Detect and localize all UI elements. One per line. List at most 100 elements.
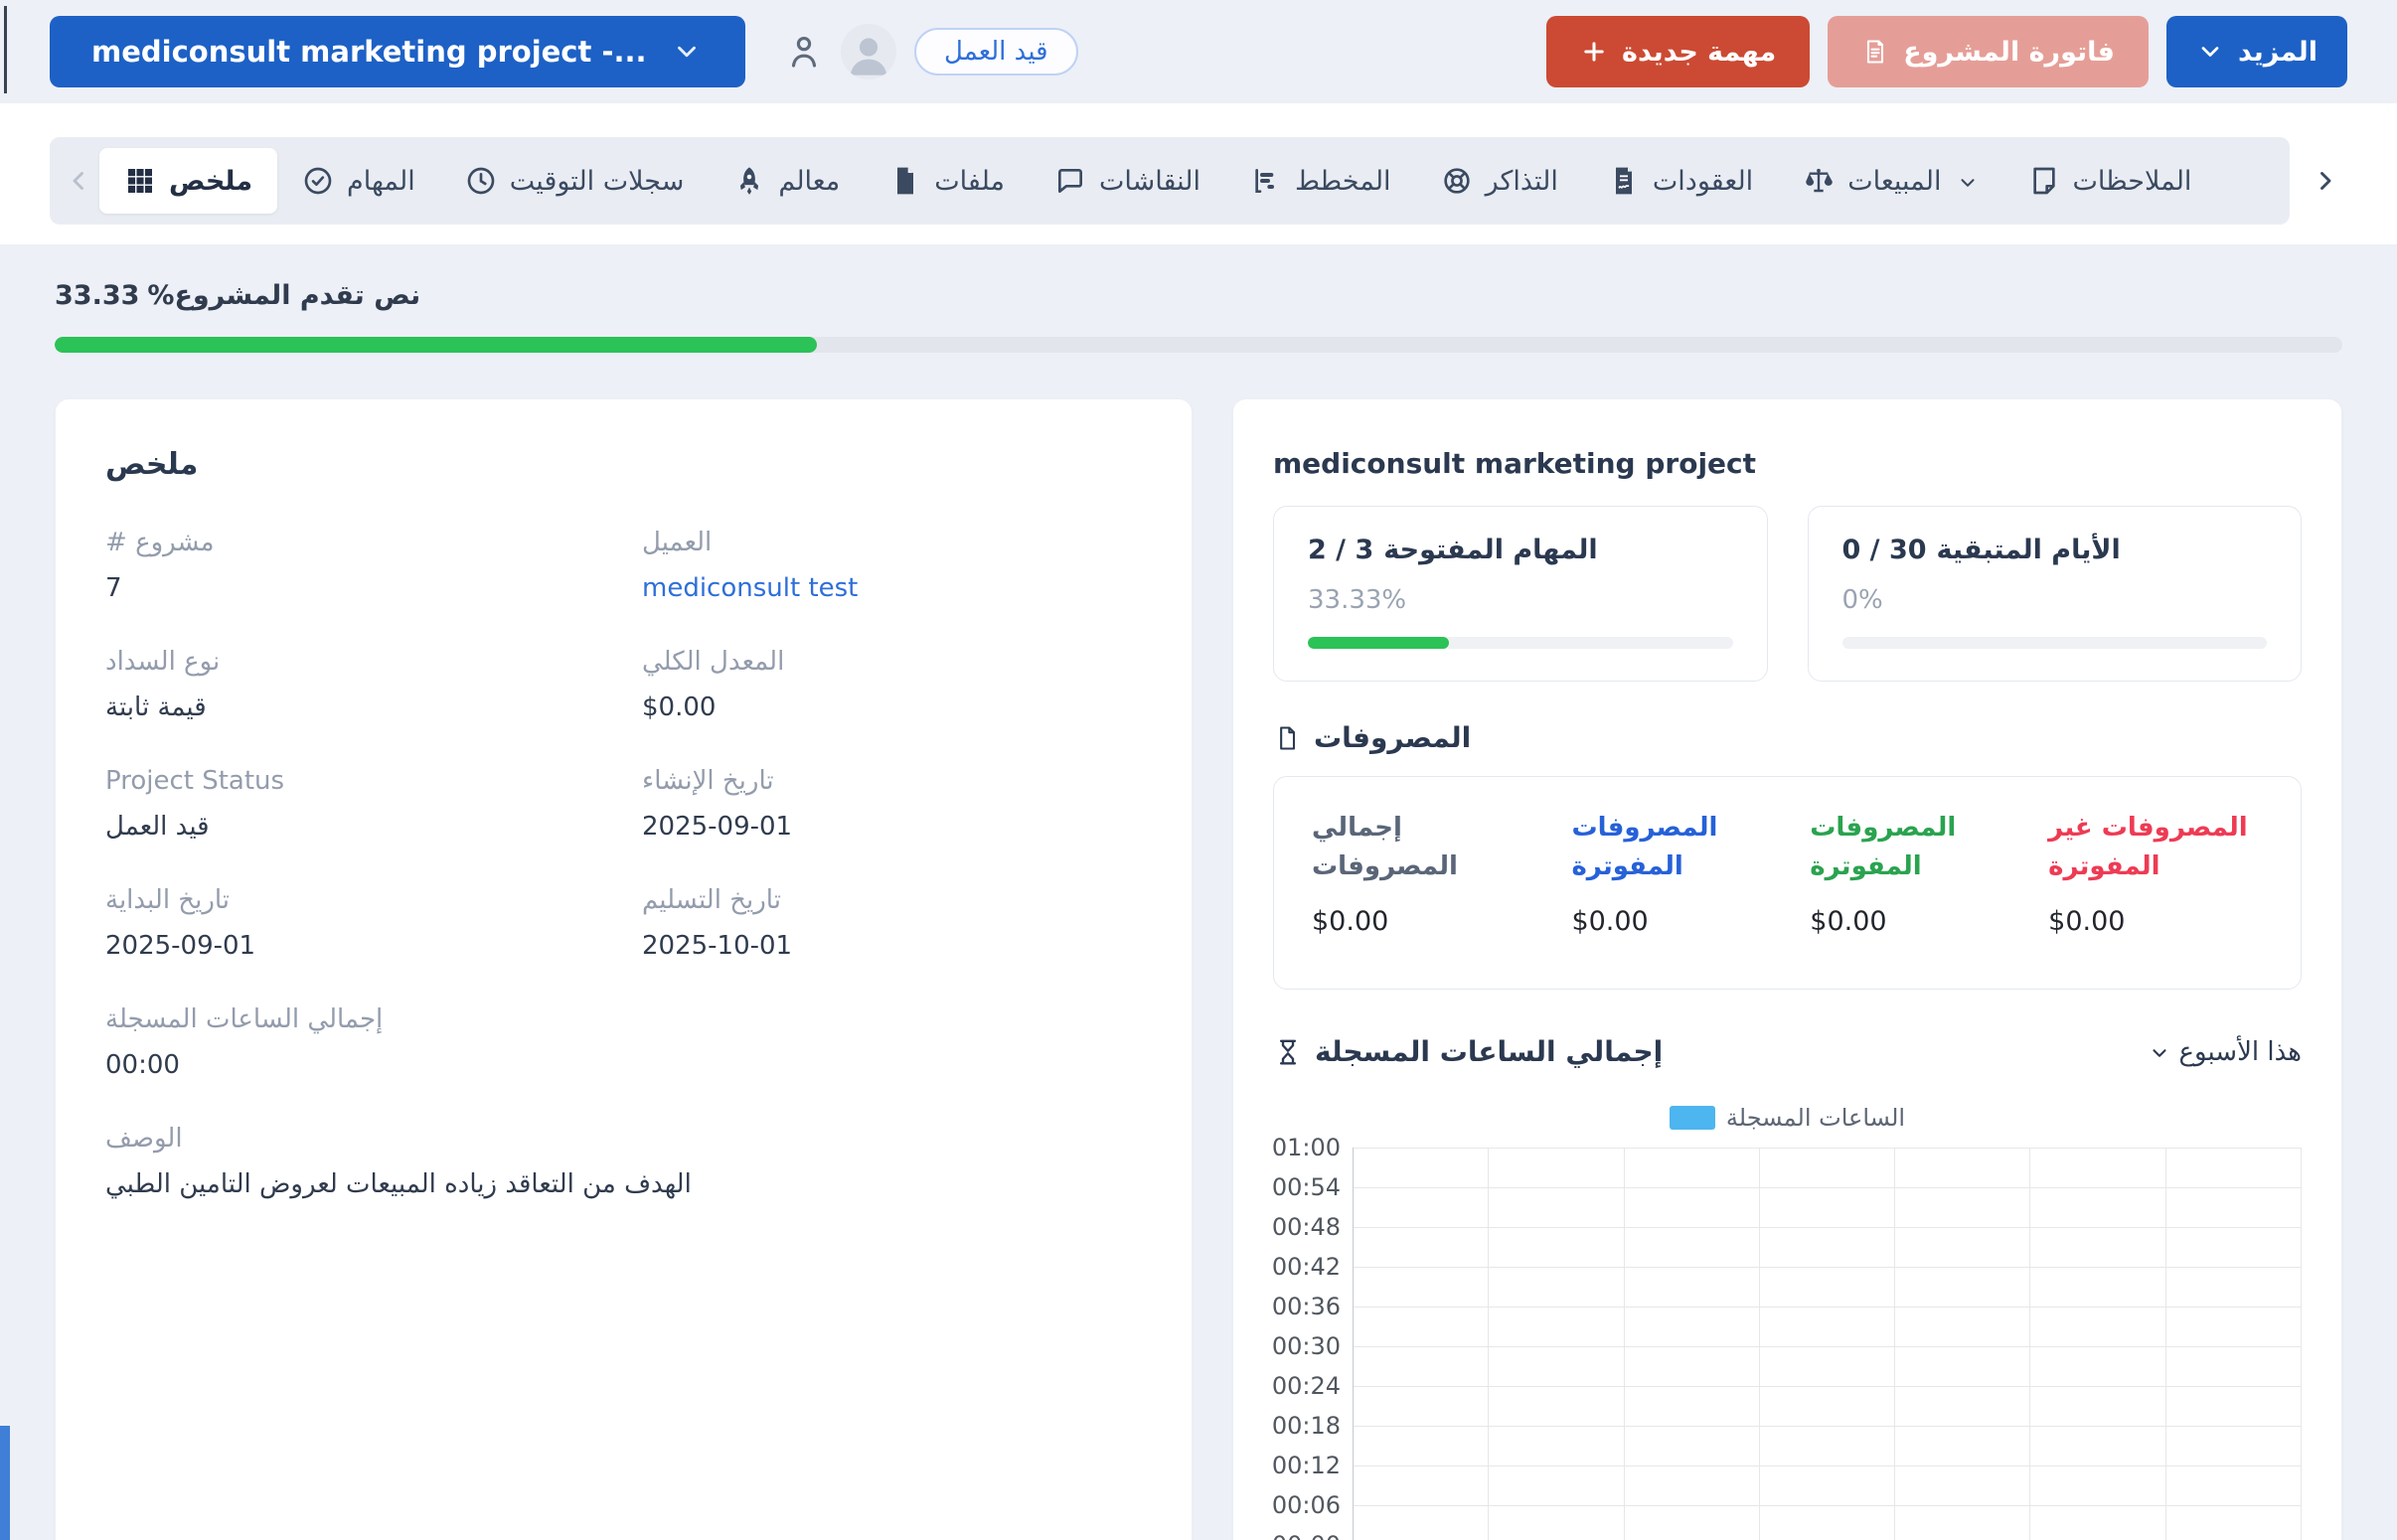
y-axis-tick: 00:12 (1271, 1452, 1341, 1479)
tab-strip: ملخص المهام سجلات التوقيت معالم ملفات النقاشا… (50, 137, 2290, 225)
stat-percent: 0% (1841, 585, 1883, 615)
expense-value: $0.00 (1312, 906, 1389, 937)
tab-label: المبيعات (1847, 165, 1942, 197)
tab-5[interactable]: النقاشات (1030, 148, 1225, 214)
expense-value: $0.00 (2048, 906, 2126, 937)
tab-10[interactable]: الملاحظات (2003, 148, 2217, 214)
expenses-card: إجمالي المصروفات $0.00 المصروفات المفوترة $… (1273, 776, 2302, 990)
chat-icon (1054, 165, 1086, 197)
summary-row: # مشروع 7 العميل mediconsult test (105, 528, 1142, 647)
expenses-header: المصروفات (1273, 721, 2302, 754)
tab-4[interactable]: ملفات (865, 148, 1030, 214)
gridline (1354, 1227, 2302, 1228)
summary-row: تاريخ البداية 2025-09-01 تاريخ التسليم 2025… (105, 885, 1142, 1004)
tab-6[interactable]: المخطط (1225, 148, 1416, 214)
stat-percent: 33.33% (1308, 585, 1407, 615)
field-label: تاريخ الإنشاء (642, 766, 774, 796)
summary-row: Project Status قيد العمل تاريخ الإنشاء 2025… (105, 766, 1142, 885)
hours-chart: 01:00 00:54 00:48 00:42 00:36 00:30 00:24 00:18… (1271, 1134, 2302, 1540)
project-progress-track (55, 337, 2342, 353)
tab-8[interactable]: العقودات (1583, 148, 1778, 214)
tab-label: التذاكر (1485, 165, 1558, 197)
contract-icon (1608, 165, 1640, 197)
project-progress-label: نص تقدم المشروع% (147, 280, 421, 311)
chart-y-axis: 01:00 00:54 00:48 00:42 00:36 00:30 00:24 00:18… (1271, 1134, 1353, 1540)
person-icon[interactable] (783, 31, 825, 73)
stat-progress-fill (1308, 637, 1450, 649)
field-value: 2025-09-01 (105, 931, 256, 961)
client-link[interactable]: mediconsult test (642, 573, 859, 603)
invoice-icon (1861, 38, 1889, 66)
grid-icon (124, 165, 156, 197)
gridline (1354, 1386, 2302, 1387)
field-label: Project Status (105, 766, 285, 796)
tab-label: ملفات (934, 165, 1005, 197)
new-task-button[interactable]: مهمة جديدة (1546, 16, 1811, 87)
y-axis-tick: 00:00 (1272, 1531, 1341, 1540)
summary-field: تاريخ الإنشاء 2025-09-01 (642, 766, 1142, 842)
expense-value: $0.00 (1810, 906, 1887, 937)
hours-title: إجمالي الساعات المسجلة (1273, 1035, 1663, 1068)
clock-icon (465, 165, 497, 197)
summary-row: الوصف الهدف من التعاقد زياده المبيعات لعر… (105, 1124, 1142, 1243)
hours-heading-label: إجمالي الساعات المسجلة (1315, 1035, 1664, 1068)
tab-label: معالم (778, 165, 841, 197)
tab-scroll-right-button[interactable] (2302, 166, 2347, 196)
window-edge-line (4, 6, 7, 93)
y-axis-tick: 00:06 (1271, 1491, 1341, 1519)
field-value: قيد العمل (105, 812, 210, 842)
chart-legend[interactable]: الساعات المسجلة (1273, 1104, 2302, 1132)
plus-icon (1580, 38, 1608, 66)
week-range-selector[interactable]: هذا الأسبوع (2149, 1037, 2302, 1067)
gridline (1354, 1187, 2302, 1188)
tab-3[interactable]: معالم (709, 148, 865, 214)
project-invoice-button-label: فاتورة المشروع (1903, 36, 2115, 68)
y-axis-tick: 00:36 (1271, 1293, 1341, 1320)
expense-item-2: المصروفات المفوترة $0.00 (1810, 809, 2024, 937)
stat-card-0: 2 / 3 المهام المفتوحة 33.33% (1273, 506, 1768, 682)
summary-field: تاريخ البداية 2025-09-01 (105, 885, 642, 961)
y-axis-tick: 00:42 (1271, 1253, 1341, 1281)
chart-column (2166, 1148, 2302, 1540)
tab-1[interactable]: المهام (277, 148, 440, 214)
new-task-button-label: مهمة جديدة (1622, 36, 1777, 68)
y-axis-tick: 00:54 (1271, 1173, 1341, 1201)
tab-7[interactable]: التذاكر (1416, 148, 1583, 214)
check-circle-icon (302, 165, 334, 197)
hours-section-header: إجمالي الساعات المسجلة هذا الأسبوع (1273, 1035, 2302, 1068)
avatar[interactable] (841, 24, 896, 79)
gridline (1354, 1307, 2302, 1308)
expense-label: المصروفات المفوترة (1810, 813, 1957, 881)
project-invoice-button[interactable]: فاتورة المشروع (1828, 16, 2149, 87)
left-scrollbar-thumb[interactable] (0, 1426, 10, 1540)
tab-label: المخطط (1295, 165, 1391, 197)
chart-column (2030, 1148, 2166, 1540)
y-axis-tick: 01:00 (1271, 1134, 1341, 1161)
chevron-down-icon (672, 37, 702, 67)
expense-label: المصروفات غير المفوترة (2048, 813, 2248, 881)
lifebuoy-icon (1441, 165, 1473, 197)
tab-0[interactable]: ملخص (99, 148, 278, 214)
project-selector-dropdown[interactable]: mediconsult marketing project -... (50, 16, 745, 87)
stat-text: المهام المفتوحة (1383, 535, 1598, 565)
chevron-down-icon (2149, 1041, 2170, 1063)
stat-fraction: 0 / 30 (1841, 535, 1927, 565)
expense-label: المصروفات المفوترة (1571, 813, 1718, 881)
note-icon (2028, 165, 2060, 197)
tab-scroll-left-button[interactable] (60, 166, 99, 196)
gridline (1354, 1346, 2302, 1347)
page-header: mediconsult marketing project -... قيد ا… (0, 0, 2397, 103)
summary-field: تاريخ التسليم 2025-10-01 (642, 885, 1142, 961)
more-button[interactable]: المزيد (2165, 16, 2347, 87)
tab-9[interactable]: المبيعات (1778, 148, 2002, 214)
project-progress-section: 33.33 نص تقدم المشروع% (0, 244, 2397, 353)
tab-2[interactable]: سجلات التوقيت (440, 148, 710, 214)
field-value: 2025-10-01 (642, 931, 793, 961)
project-selector-label: mediconsult marketing project -... (91, 35, 647, 69)
legend-swatch (1669, 1106, 1715, 1130)
expense-item-1: المصروفات المفوترة $0.00 (1571, 809, 1786, 937)
legend-label: الساعات المسجلة (1725, 1104, 1906, 1132)
status-badge[interactable]: قيد العمل (914, 28, 1078, 76)
summary-row: نوع السداد قيمة ثابتة المعدل الكلي $0.00 (105, 647, 1142, 766)
